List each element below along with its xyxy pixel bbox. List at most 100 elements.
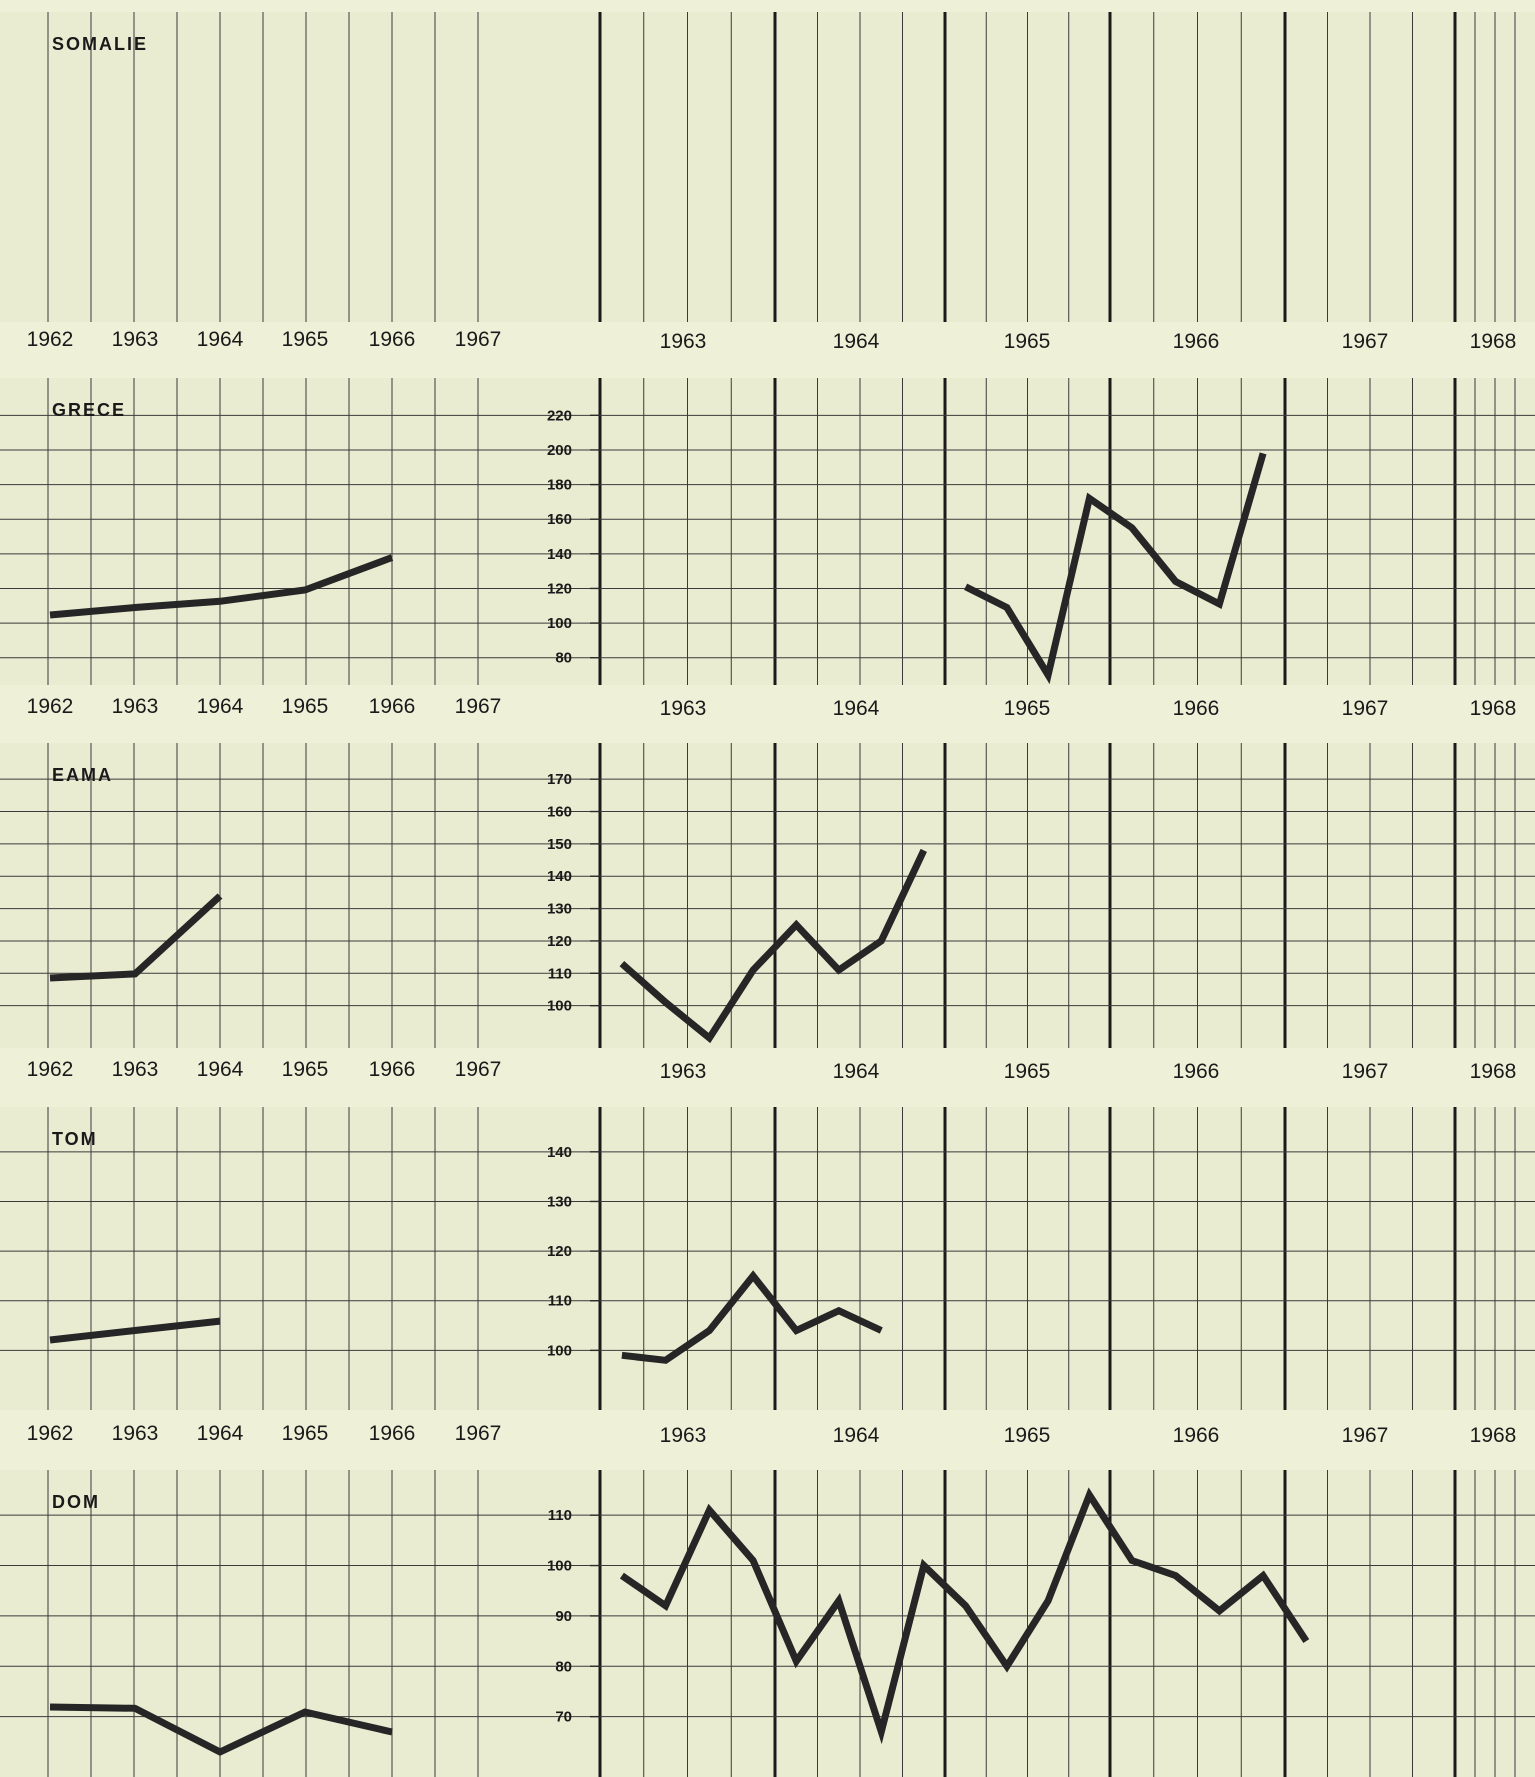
y-tick-label: 100 bbox=[547, 1342, 572, 1359]
y-tick-label: 180 bbox=[547, 477, 572, 494]
panel-title: TOM bbox=[52, 1129, 98, 1149]
annual-year-label: 1963 bbox=[112, 695, 159, 718]
y-tick-label: 110 bbox=[548, 1293, 572, 1310]
y-tick-label: 140 bbox=[547, 1144, 572, 1161]
annual-year-label: 1966 bbox=[369, 1058, 416, 1081]
quarterly-year-label: 1966 bbox=[1173, 330, 1220, 353]
annual-series-line bbox=[49, 554, 394, 619]
quarterly-series-line bbox=[619, 1487, 1310, 1745]
panel-title: EAMA bbox=[52, 765, 113, 785]
y-tick-label: 80 bbox=[555, 650, 572, 667]
quarterly-year-label: 1963 bbox=[660, 697, 707, 720]
annual-year-label: 1962 bbox=[27, 1058, 74, 1081]
panel-background bbox=[0, 12, 1535, 322]
year-label-row: 1962 1963 1964 1965 1966 1967 1963 1964 1965 1966… bbox=[27, 695, 1517, 720]
quarterly-year-label: 1963 bbox=[660, 330, 707, 353]
y-tick-label: 200 bbox=[547, 442, 572, 459]
annual-year-label: 1963 bbox=[112, 328, 159, 351]
quarterly-year-label: 1968 bbox=[1470, 330, 1517, 353]
annual-year-label: 1965 bbox=[282, 695, 329, 718]
annual-year-label: 1966 bbox=[369, 1422, 416, 1445]
y-tick-label: 90 bbox=[555, 1608, 572, 1625]
annual-year-label: 1967 bbox=[455, 1058, 502, 1081]
year-label-row: 1962 1963 1964 1965 1966 1967 1963 1964 1965 1966… bbox=[27, 328, 1517, 353]
y-tick-label: 100 bbox=[547, 1558, 572, 1575]
y-tick-label: 110 bbox=[548, 965, 572, 982]
quarterly-year-label: 1968 bbox=[1470, 697, 1517, 720]
quarterly-year-label: 1966 bbox=[1173, 1060, 1220, 1083]
annual-year-label: 1967 bbox=[455, 695, 502, 718]
quarterly-year-label: 1964 bbox=[833, 330, 880, 353]
annual-year-label: 1964 bbox=[197, 695, 244, 718]
y-tick-label: 100 bbox=[547, 615, 572, 632]
quarterly-series-line bbox=[621, 1270, 883, 1364]
quarterly-year-label: 1965 bbox=[1004, 1424, 1051, 1447]
y-tick-label: 70 bbox=[555, 1709, 572, 1726]
panel-dom: 110 100 90 80 70 DOM bbox=[0, 1470, 1535, 1777]
quarterly-year-label: 1965 bbox=[1004, 330, 1051, 353]
quarterly-year-label: 1967 bbox=[1342, 330, 1389, 353]
quarterly-year-label: 1964 bbox=[833, 697, 880, 720]
y-tick-label: 110 bbox=[548, 1507, 572, 1524]
y-tick-label: 220 bbox=[547, 407, 572, 424]
quarterly-year-label: 1968 bbox=[1470, 1424, 1517, 1447]
annual-year-label: 1963 bbox=[112, 1058, 159, 1081]
quarterly-year-label: 1968 bbox=[1470, 1060, 1517, 1083]
panel-tom: 140 130 120 110 100 TOM bbox=[0, 1107, 1535, 1410]
quarterly-year-label: 1965 bbox=[1004, 697, 1051, 720]
annual-year-label: 1964 bbox=[197, 1422, 244, 1445]
annual-series-line bbox=[49, 1703, 393, 1756]
annual-year-label: 1962 bbox=[27, 328, 74, 351]
annual-year-label: 1966 bbox=[369, 695, 416, 718]
quarterly-year-label: 1967 bbox=[1342, 697, 1389, 720]
y-tick-label: 80 bbox=[555, 1658, 572, 1675]
quarterly-series-line bbox=[964, 452, 1267, 685]
quarterly-year-label: 1965 bbox=[1004, 1060, 1051, 1083]
quarterly-year-label: 1966 bbox=[1173, 697, 1220, 720]
y-tick-label: 100 bbox=[547, 998, 572, 1015]
y-tick-label: 130 bbox=[547, 901, 572, 918]
y-tick-label: 140 bbox=[547, 868, 572, 885]
panel-title: DOM bbox=[52, 1492, 100, 1512]
y-tick-label: 160 bbox=[547, 804, 572, 821]
y-tick-label: 130 bbox=[547, 1193, 572, 1210]
annual-year-label: 1967 bbox=[455, 328, 502, 351]
year-label-row: 1962 1963 1964 1965 1966 1967 1963 1964 1965 1966… bbox=[27, 1422, 1517, 1447]
annual-year-label: 1964 bbox=[197, 328, 244, 351]
annual-year-label: 1964 bbox=[197, 1058, 244, 1081]
quarterly-year-label: 1966 bbox=[1173, 1424, 1220, 1447]
annual-year-label: 1963 bbox=[112, 1422, 159, 1445]
panel-eama: 170 160 150 140 130 120 110 100 EAMA bbox=[0, 743, 1535, 1048]
y-tick-label: 140 bbox=[547, 546, 572, 563]
panel-somalie: SOMALIE bbox=[0, 12, 1535, 322]
annual-year-label: 1965 bbox=[282, 1422, 329, 1445]
y-tick-label: 170 bbox=[547, 771, 572, 788]
annual-year-label: 1967 bbox=[455, 1422, 502, 1445]
quarterly-year-label: 1967 bbox=[1342, 1060, 1389, 1083]
panel-title: SOMALIE bbox=[52, 34, 148, 54]
quarterly-year-label: 1964 bbox=[833, 1424, 880, 1447]
panel-title: GRECE bbox=[52, 400, 126, 420]
annual-year-label: 1962 bbox=[27, 1422, 74, 1445]
panel-background bbox=[0, 378, 1535, 685]
y-tick-label: 120 bbox=[547, 933, 572, 950]
quarterly-year-label: 1967 bbox=[1342, 1424, 1389, 1447]
panel-background bbox=[0, 1107, 1535, 1410]
annual-year-label: 1966 bbox=[369, 328, 416, 351]
annual-series-line bbox=[49, 893, 223, 982]
quarterly-series-line bbox=[619, 848, 927, 1044]
annual-year-label: 1965 bbox=[282, 328, 329, 351]
y-tick-label: 120 bbox=[547, 1243, 572, 1260]
annual-series-line bbox=[49, 1317, 221, 1344]
panel-background bbox=[0, 743, 1535, 1048]
year-label-row: 1962 1963 1964 1965 1966 1967 1963 1964 1965 1966… bbox=[27, 1058, 1517, 1083]
annual-year-label: 1962 bbox=[27, 695, 74, 718]
y-tick-label: 120 bbox=[547, 580, 572, 597]
y-tick-label: 150 bbox=[547, 836, 572, 853]
panel-grece: 220 200 180 160 140 120 100 80 GRECE bbox=[0, 378, 1535, 685]
quarterly-year-label: 1963 bbox=[660, 1424, 707, 1447]
annual-year-label: 1965 bbox=[282, 1058, 329, 1081]
quarterly-year-label: 1964 bbox=[833, 1060, 880, 1083]
